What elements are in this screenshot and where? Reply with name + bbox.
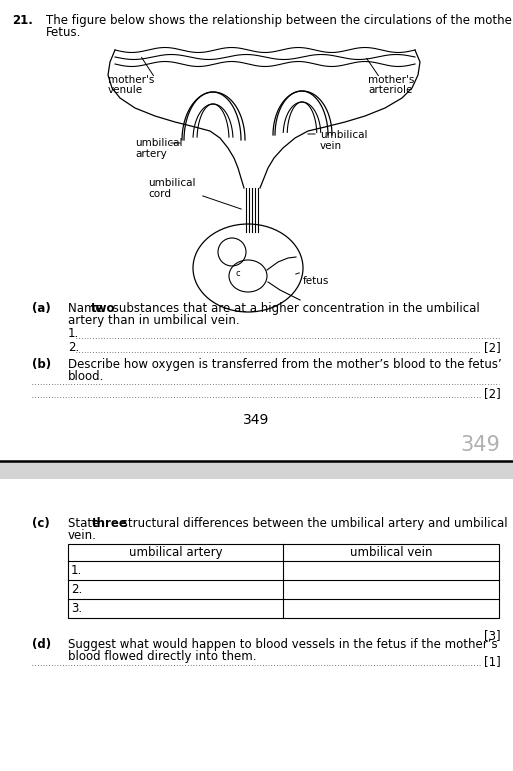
- Text: artery: artery: [135, 149, 167, 159]
- Text: The figure below shows the relationship between the circulations of the mother a: The figure below shows the relationship …: [46, 14, 513, 27]
- Text: umbilical: umbilical: [135, 138, 183, 148]
- Bar: [0, 461, 513, 479]
- Text: artery than in umbilical vein.: artery than in umbilical vein.: [68, 314, 240, 327]
- Text: (b): (b): [32, 358, 51, 371]
- Text: arteriole: arteriole: [368, 85, 412, 95]
- Text: 2.: 2.: [68, 341, 79, 354]
- Text: [2]: [2]: [484, 341, 501, 354]
- Text: umbilical artery: umbilical artery: [129, 546, 222, 559]
- Text: State: State: [68, 517, 103, 530]
- Text: [3]: [3]: [484, 629, 501, 642]
- Text: (c): (c): [32, 517, 50, 530]
- Text: vein.: vein.: [68, 529, 97, 542]
- Text: [2]: [2]: [484, 387, 501, 400]
- Text: mother's: mother's: [368, 75, 415, 85]
- Text: Name: Name: [68, 302, 107, 315]
- Text: 1.: 1.: [68, 327, 79, 340]
- Text: [1]: [1]: [484, 655, 501, 668]
- Bar: [68, 544, 499, 618]
- Text: 2.: 2.: [71, 583, 82, 596]
- Text: structural differences between the umbilical artery and umbilical: structural differences between the umbil…: [118, 517, 508, 530]
- Text: Fetus.: Fetus.: [46, 26, 82, 39]
- Text: 21.: 21.: [12, 14, 33, 27]
- Text: Describe how oxygen is transferred from the mother’s blood to the fetus’: Describe how oxygen is transferred from …: [68, 358, 502, 371]
- Text: umbilical: umbilical: [148, 178, 195, 188]
- Text: mother's: mother's: [108, 75, 154, 85]
- Text: three: three: [92, 517, 128, 530]
- Text: 349: 349: [460, 435, 500, 455]
- Text: venule: venule: [108, 85, 143, 95]
- Text: 3.: 3.: [71, 602, 82, 615]
- Text: (a): (a): [32, 302, 51, 315]
- Text: umbilical vein: umbilical vein: [350, 546, 432, 559]
- Text: 1.: 1.: [71, 564, 82, 577]
- Text: blood.: blood.: [68, 370, 104, 383]
- Text: umbilical: umbilical: [320, 130, 367, 140]
- Text: fetus: fetus: [303, 276, 329, 286]
- Text: cord: cord: [148, 189, 171, 199]
- Text: two: two: [91, 302, 115, 315]
- Text: c: c: [235, 270, 240, 278]
- Text: (d): (d): [32, 638, 51, 651]
- Text: 349: 349: [243, 413, 269, 427]
- Text: vein: vein: [320, 141, 342, 151]
- Text: substances that are at a higher concentration in the umbilical: substances that are at a higher concentr…: [109, 302, 480, 315]
- Text: Suggest what would happen to blood vessels in the fetus if the mother’s: Suggest what would happen to blood vesse…: [68, 638, 498, 651]
- Text: blood flowed directly into them.: blood flowed directly into them.: [68, 650, 256, 663]
